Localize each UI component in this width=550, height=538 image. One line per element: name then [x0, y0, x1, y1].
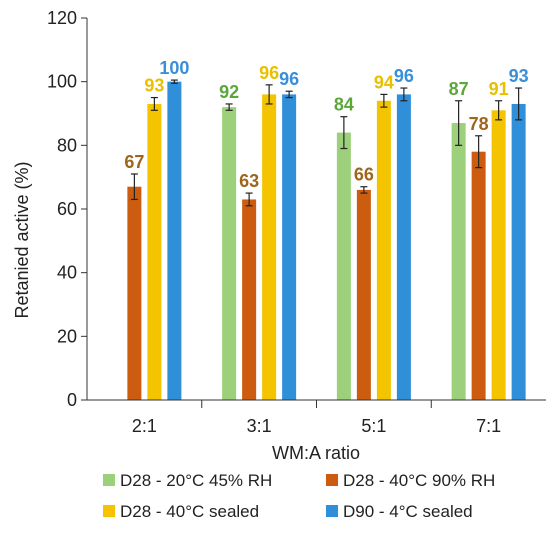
x-axis-title: WM:A ratio [272, 443, 360, 463]
bar [396, 94, 411, 401]
legend-swatch [326, 474, 338, 486]
y-tick-label: 20 [57, 326, 77, 346]
bar [451, 123, 466, 401]
legend-label: D28 - 40°C 90% RH [343, 471, 495, 490]
legend-label: D28 - 20°C 45% RH [120, 471, 272, 490]
data-label: 91 [489, 79, 509, 99]
data-label: 66 [354, 165, 374, 185]
legend-swatch [103, 505, 115, 517]
y-tick-label: 0 [67, 390, 77, 410]
y-tick-label: 120 [47, 8, 77, 28]
data-label: 96 [394, 66, 414, 86]
bar [336, 132, 351, 400]
x-tick-label: 2:1 [132, 416, 157, 436]
x-tick-label: 3:1 [247, 416, 272, 436]
bar [127, 186, 142, 400]
data-label: 92 [219, 82, 239, 102]
data-label: 100 [159, 58, 189, 78]
bar [491, 110, 506, 401]
y-tick-label: 40 [57, 263, 77, 283]
data-label: 93 [509, 66, 529, 86]
legend-label: D90 - 4°C sealed [343, 502, 473, 521]
bar [262, 94, 277, 401]
data-label: 93 [144, 76, 164, 96]
legend: D28 - 20°C 45% RH D28 - 40°C 90% RH D28 - … [103, 471, 495, 521]
data-label: 94 [374, 72, 394, 92]
axis-layer: 0 20 40 60 80 100 120 2:1 3:1 5:1 7:1 [47, 8, 546, 436]
bar [282, 94, 297, 401]
data-label: 67 [124, 152, 144, 172]
data-label: 63 [239, 171, 259, 191]
x-tick-label: 7:1 [476, 416, 501, 436]
bar [511, 103, 526, 400]
bar [376, 100, 391, 401]
legend-swatch [326, 505, 338, 517]
bar-layer [127, 81, 526, 401]
data-label: 96 [279, 69, 299, 89]
bar [242, 199, 257, 400]
y-axis-title: Retanied active (%) [12, 161, 32, 318]
legend-label: D28 - 40°C sealed [120, 502, 259, 521]
bar [222, 107, 237, 400]
y-tick-label: 80 [57, 135, 77, 155]
legend-swatch [103, 474, 115, 486]
y-tick-label: 60 [57, 199, 77, 219]
y-tick-label: 100 [47, 72, 77, 92]
bar [471, 151, 486, 400]
bar [147, 103, 162, 400]
error-layer [130, 79, 523, 207]
data-label: 87 [449, 79, 469, 99]
data-label: 78 [469, 114, 489, 134]
data-label: 84 [334, 95, 354, 115]
x-tick-label: 5:1 [361, 416, 386, 436]
bar [167, 81, 182, 401]
data-label: 96 [259, 63, 279, 83]
bar [356, 189, 371, 400]
